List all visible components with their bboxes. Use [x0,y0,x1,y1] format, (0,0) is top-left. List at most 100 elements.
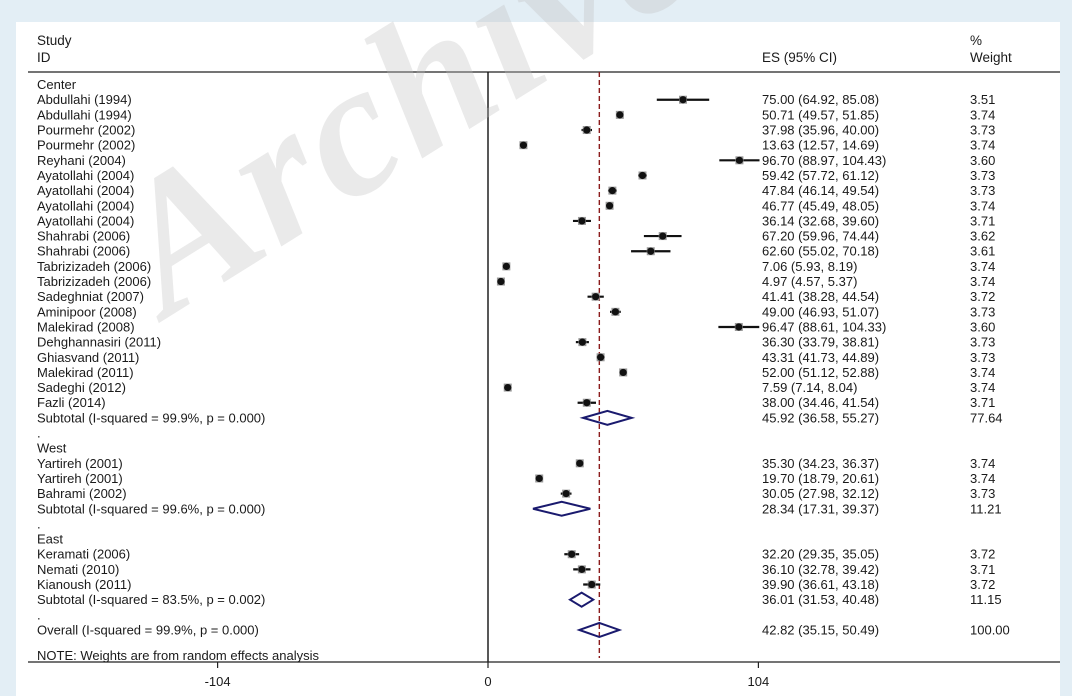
weight-value: 3.72 [970,289,995,304]
effect-size-ci: 59.42 (57.72, 61.12) [762,168,879,183]
point-estimate [638,171,647,180]
subtotal-label: Subtotal (I-squared = 99.6%, p = 0.000) [37,501,265,516]
weight-header: Weight [970,50,1012,65]
point-estimate [619,368,627,377]
weight-value: 3.74 [970,456,995,471]
weight-value: 3.73 [970,183,995,198]
effect-size-ci: 39.90 (36.61, 43.18) [762,577,879,592]
column-headers: Study ID ES (95% CI) % Weight [37,33,1012,65]
point-estimate [735,156,744,164]
study-label: Yartireh (2001) [37,471,123,486]
weight-value: 3.71 [970,562,995,577]
effect-size-ci: 13.63 (12.57, 14.69) [762,138,879,153]
effect-size-ci: 49.00 (46.93, 51.07) [762,304,879,319]
study-label: Nemati (2010) [37,562,119,577]
point-estimate [597,353,605,361]
subtotal-label: Subtotal (I-squared = 99.9%, p = 0.000) [37,410,265,425]
group-label: East [37,532,63,547]
point-estimate [647,247,655,255]
weight-value: 100.00 [970,622,1010,637]
x-tick-label: 0 [484,674,491,689]
point-estimate [659,232,667,240]
study-label: Sadeghniat (2007) [37,289,144,304]
point-estimate [504,383,512,392]
weight-value: 3.60 [970,319,995,334]
study-header: Study [37,33,72,48]
effect-size-ci: 35.30 (34.23, 36.37) [762,456,879,471]
point-estimate [578,338,586,346]
effect-size-ci: 52.00 (51.12, 52.88) [762,365,879,380]
point-estimate [592,293,600,301]
point-estimate [583,126,591,134]
overall-diamond [576,621,623,639]
row-separator-dot: . [37,516,41,531]
point-estimate [583,399,591,407]
effect-size-ci: 96.70 (88.97, 104.43) [762,153,886,168]
weight-value: 3.60 [970,153,995,168]
subtotal-diamond [568,591,596,608]
study-label: Aminipoor (2008) [37,304,137,319]
weight-value: 3.73 [970,486,995,501]
weight-value: 3.73 [970,168,995,183]
effect-size-ci: 62.60 (55.02, 70.18) [762,244,879,259]
weight-value: 3.73 [970,350,995,365]
effect-size-ci: 30.05 (27.98, 32.12) [762,486,879,501]
x-tick-label: -104 [205,674,231,689]
group-label: West [37,441,67,456]
study-label: Abdullahi (1994) [37,92,132,107]
point-estimate [519,141,528,149]
study-label: Kianoush (2011) [37,577,131,592]
study-label: Ayatollahi (2004) [37,198,134,213]
effect-size-ci: 45.92 (36.58, 55.27) [762,410,879,425]
point-estimate [568,550,576,558]
study-label: Pourmehr (2002) [37,123,135,138]
weight-value: 3.74 [970,471,995,486]
effect-size-ci: 41.41 (38.28, 44.54) [762,289,879,304]
point-estimate [497,277,505,286]
effect-size-ci: 42.82 (35.15, 50.49) [762,622,879,637]
point-estimate [576,459,584,467]
effect-size-ci: 96.47 (88.61, 104.33) [762,319,886,334]
point-estimate [679,96,687,104]
effect-size-ci: 37.98 (35.96, 40.00) [762,123,879,138]
x-axis-ticks: -104 0 104 [205,662,769,689]
point-estimate [616,111,624,119]
study-label: Pourmehr (2002) [37,138,135,153]
weight-value: 3.73 [970,304,995,319]
study-label: Yartireh (2001) [37,456,123,471]
point-estimate [562,490,570,498]
weight-value: 3.74 [970,107,995,122]
study-label: Ayatollahi (2004) [37,183,134,198]
subtotal-diamond [532,500,591,517]
study-label: Reyhani (2004) [37,153,126,168]
effect-size-ci: 7.59 (7.14, 8.04) [762,380,857,395]
weight-value: 3.72 [970,577,995,592]
effect-size-ci: 28.34 (17.31, 39.37) [762,501,879,516]
study-label: Ayatollahi (2004) [37,213,134,228]
effect-size-ci: 7.06 (5.93, 8.19) [762,259,857,274]
point-estimate [611,308,620,316]
row-separator-dot: . [37,426,41,441]
effect-size-ci: 46.77 (45.49, 48.05) [762,198,879,213]
row-separator-dot: . [37,607,41,622]
weight-value: 77.64 [970,410,1003,425]
effect-size-ci: 36.01 (31.53, 40.48) [762,592,879,607]
study-label: Shahrabi (2006) [37,229,130,244]
effect-size-ci: 47.84 (46.14, 49.54) [762,183,879,198]
study-label: Ghiasvand (2011) [37,350,139,365]
study-label: Malekirad (2011) [37,365,134,380]
study-label: Bahrami (2002) [37,486,127,501]
weight-value: 3.74 [970,274,995,289]
point-estimate [578,217,586,225]
effect-size-ci: 38.00 (34.46, 41.54) [762,395,879,410]
weight-percent-header: % [970,33,982,48]
forest-plot: Study ID ES (95% CI) % Weight CenterAbdu… [28,33,1060,689]
footnote: NOTE: Weights are from random effects an… [37,648,320,663]
point-estimate [735,323,743,331]
study-label: Malekirad (2008) [37,319,135,334]
weight-value: 3.73 [970,123,995,138]
study-label: Shahrabi (2006) [37,244,130,259]
weight-value: 3.73 [970,335,995,350]
point-estimate [578,565,586,573]
